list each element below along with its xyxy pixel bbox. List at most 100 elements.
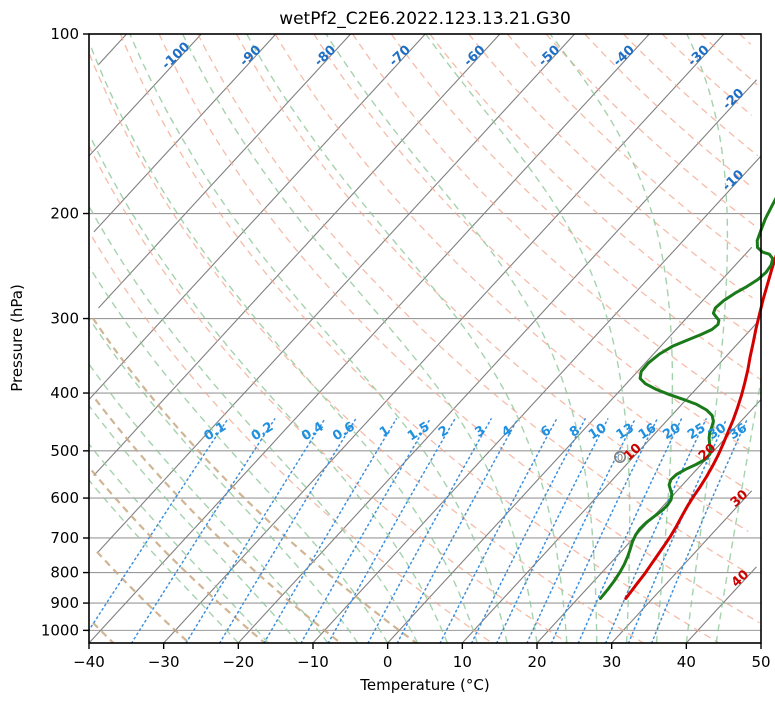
grid-layer <box>87 33 762 644</box>
moist-adiabat-line <box>88 444 269 644</box>
moist-adiabat-line <box>89 135 449 644</box>
dry-adiabat-line <box>90 469 266 644</box>
dry-adiabat-line <box>468 33 753 299</box>
isotherm-line <box>88 33 650 644</box>
x-axis-label: Temperature (°C) <box>359 676 489 694</box>
x-axis-tick-label: −40 <box>73 653 105 671</box>
isotherm-line <box>98 33 352 309</box>
moist-adiabat-line <box>88 318 359 644</box>
mixing-ratio-line <box>439 418 558 644</box>
mixing-ratio-line <box>263 418 398 644</box>
dry-adiabat-line <box>158 33 760 624</box>
mixing-ratio-line <box>577 418 683 644</box>
y-axis-tick-label: 800 <box>50 564 79 582</box>
moist-adiabat-line <box>425 33 631 643</box>
x-axis-tick-label: 20 <box>527 653 546 671</box>
dry-adiabat-line <box>274 33 750 492</box>
dry-adiabat-line <box>96 550 190 644</box>
mixing-ratio-line <box>627 418 728 644</box>
page-title: wetPf2_C2E6.2022.123.13.21.G30 <box>279 9 571 29</box>
dry-adiabat-line <box>92 621 115 644</box>
plot-frame <box>88 33 762 644</box>
x-axis-tick-label: 0 <box>383 653 393 671</box>
y-axis-tick-label: 500 <box>50 442 79 460</box>
moist-adiabat-line <box>181 33 538 644</box>
dry-adiabat-line <box>739 33 752 45</box>
y-axis-tick-label: 400 <box>50 384 79 402</box>
dry-adiabat-line <box>94 398 342 644</box>
x-axis-tick-label: 40 <box>677 653 696 671</box>
isotherm-line <box>88 33 426 400</box>
level-marker-label: 0 <box>617 453 623 464</box>
moist-adiabat-line <box>685 33 729 644</box>
mixing-ratio-line <box>327 418 456 644</box>
dry-adiabat-line <box>545 33 757 228</box>
moist-adiabat-line <box>88 266 389 644</box>
mixing-ratio-line <box>87 418 229 632</box>
y-axis-tick-label: 200 <box>50 205 79 223</box>
dry-adiabat-line <box>235 33 749 532</box>
mixing-ratio-line <box>470 418 586 644</box>
isotherm-line <box>97 33 576 553</box>
y-axis-tick-label: 900 <box>50 594 79 612</box>
dry-adiabat-line <box>661 33 753 116</box>
dry-adiabat-line <box>623 33 759 157</box>
x-axis-tick-label: −30 <box>148 653 180 671</box>
moist-adiabat-line <box>715 378 762 644</box>
isotherm-line <box>88 33 202 157</box>
data-layer: 0 <box>598 196 775 600</box>
isotherm-line <box>93 33 501 476</box>
moist-adiabat-line <box>88 205 419 644</box>
mixing-ratio-line <box>396 418 519 644</box>
mixing-ratio-line <box>218 418 357 644</box>
y-axis-tick-label: 1000 <box>41 621 79 639</box>
profile-temperature <box>624 254 775 600</box>
axis-layer: −40 −30 −20 −10 0 10 20 30 40 50 100 200 300 400 500 60… <box>41 25 771 671</box>
moist-adiabat-line <box>89 43 478 644</box>
moist-adiabat-line <box>88 363 329 644</box>
mixing-ratio-line <box>130 418 276 644</box>
dry-adiabat-line <box>352 33 748 411</box>
dry-adiabat-line <box>88 54 644 644</box>
dry-adiabat-line <box>506 33 749 258</box>
dry-adiabat-line <box>91 317 417 644</box>
dry-adiabat-line <box>584 33 752 187</box>
moist-adiabat-line <box>88 479 239 644</box>
dry-adiabat-line <box>700 33 758 86</box>
y-axis-label: Pressure (hPa) <box>8 284 26 392</box>
dry-adiabat-line <box>390 33 761 380</box>
mixing-ratio-line <box>367 418 492 644</box>
isotherm-line <box>387 246 753 644</box>
dry-adiabat-line <box>119 33 720 644</box>
x-axis-tick-label: 10 <box>453 653 472 671</box>
y-axis-tick-label: 300 <box>50 310 79 328</box>
dry-adiabat-line <box>197 33 747 573</box>
dry-adiabat-line <box>91 236 493 644</box>
isotherm-line <box>237 79 758 644</box>
moist-adiabat-line <box>246 33 568 644</box>
y-axis-tick-label: 700 <box>50 529 79 547</box>
mixing-ratio-line <box>185 418 326 644</box>
isotherm-line <box>312 155 762 644</box>
isotherm-line <box>611 490 753 644</box>
x-axis-tick-label: 30 <box>602 653 621 671</box>
x-axis-tick-label: −20 <box>223 653 255 671</box>
isotherm-line <box>93 33 277 233</box>
dry-adiabat-line <box>429 33 757 340</box>
level-marker <box>614 450 627 463</box>
moist-adiabat-line <box>325 33 598 643</box>
profile-dewpoint <box>598 196 775 600</box>
y-axis-tick-label: 600 <box>50 489 79 507</box>
dry-adiabat-line <box>88 145 569 644</box>
mixing-ratio-line <box>495 418 609 644</box>
x-axis-tick-label: 50 <box>751 653 770 671</box>
x-axis-tick-label: −10 <box>297 653 329 671</box>
isotherm-line <box>163 33 725 644</box>
mixing-ratio-line <box>650 418 749 644</box>
moist-adiabat-line <box>129 33 508 644</box>
moist-adiabat-line <box>88 405 299 644</box>
y-axis-tick-label: 100 <box>50 25 79 43</box>
mixing-ratio-line <box>300 418 431 644</box>
